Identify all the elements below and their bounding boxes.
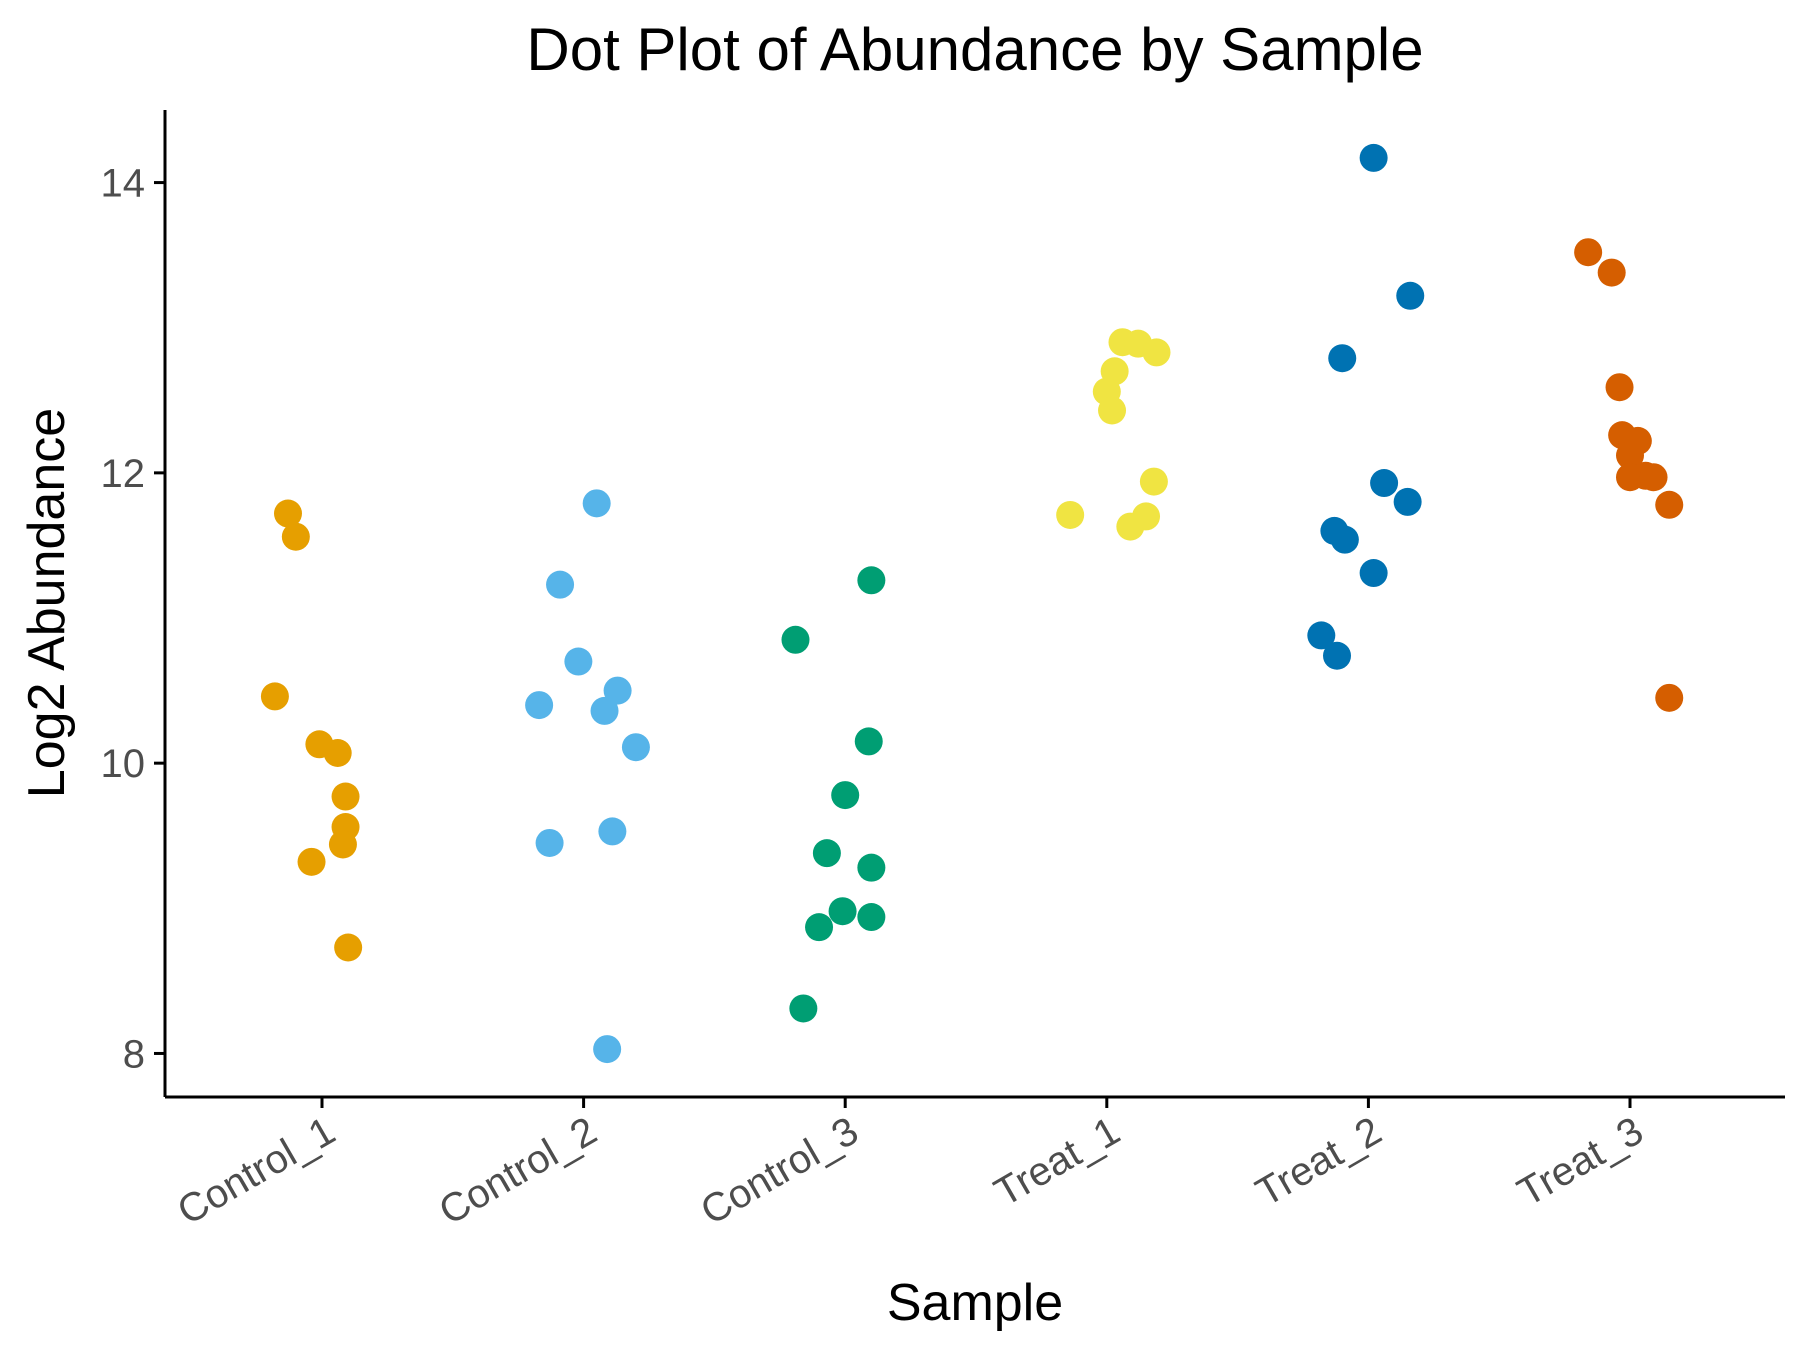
data-point-control-3: [854, 727, 883, 756]
x-tick-label: Control_3: [693, 1109, 865, 1234]
y-tick-label: 12: [101, 452, 146, 496]
data-point-treat-2: [1393, 487, 1422, 516]
data-point-treat-3: [1655, 683, 1684, 712]
data-point-control-3: [812, 839, 841, 868]
data-point-treat-1: [1056, 500, 1085, 529]
data-point-control-2: [603, 676, 632, 705]
data-point-treat-2: [1359, 143, 1388, 172]
data-point-control-3: [805, 913, 834, 942]
data-point-control-3: [857, 853, 886, 882]
data-point-control-3: [831, 781, 860, 810]
data-point-control-3: [828, 897, 857, 926]
data-point-control-1: [273, 499, 302, 528]
data-point-control-1: [281, 522, 310, 551]
y-tick-label: 10: [101, 742, 146, 786]
data-point-treat-2: [1330, 525, 1359, 554]
data-point-treat-1: [1142, 338, 1171, 367]
x-tick-label: Control_2: [432, 1109, 604, 1234]
x-axis-ticks: Control_1 Control_2 Control_3 Treat_1 Treat_…: [170, 1097, 1651, 1234]
chart-title: Dot Plot of Abundance by Sample: [526, 16, 1423, 83]
data-point-treat-2: [1370, 469, 1399, 498]
data-point-control-2: [564, 647, 593, 676]
data-point-treat-3: [1605, 373, 1634, 402]
x-axis-title: Sample: [887, 1274, 1063, 1332]
x-tick-label: Treat_3: [1510, 1109, 1650, 1215]
data-point-treat-3: [1597, 258, 1626, 287]
data-point-treat-1: [1116, 512, 1145, 541]
data-point-treat-3: [1616, 441, 1644, 470]
data-point-control-1: [323, 739, 352, 768]
data-point-treat-2: [1307, 621, 1336, 650]
y-tick-label: 14: [101, 162, 146, 206]
data-point-treat-2: [1323, 641, 1352, 670]
data-point-control-3: [781, 625, 810, 654]
data-point-control-2: [621, 733, 650, 762]
data-point-treat-3: [1616, 463, 1644, 492]
data-point-control-1: [297, 847, 326, 876]
data-point-control-1: [260, 682, 289, 711]
data-point-control-2: [593, 1035, 622, 1064]
data-points: [260, 143, 1684, 1064]
data-point-control-1: [334, 933, 363, 962]
data-point-treat-3: [1655, 490, 1684, 519]
plot-axes: [163, 110, 1785, 1099]
data-point-control-2: [535, 828, 564, 857]
data-point-treat-1: [1139, 467, 1168, 496]
data-point-treat-3: [1639, 463, 1668, 492]
data-point-treat-2: [1328, 344, 1357, 373]
data-point-control-2: [590, 696, 619, 725]
y-axis-ticks: 8 10 12 14: [101, 162, 165, 1076]
data-point-treat-1: [1098, 396, 1127, 425]
data-point-control-3: [789, 994, 818, 1023]
y-axis-title: Log2 Abundance: [18, 408, 76, 798]
x-tick-label: Treat_2: [1249, 1109, 1389, 1215]
data-point-treat-2: [1359, 559, 1388, 588]
data-point-treat-2: [1396, 281, 1425, 310]
data-point-control-2: [582, 489, 611, 518]
x-tick-label: Treat_1: [987, 1109, 1127, 1215]
data-point-control-2: [525, 691, 554, 720]
data-point-control-2: [546, 570, 575, 599]
y-tick-label: 8: [123, 1032, 145, 1076]
data-point-treat-3: [1574, 238, 1603, 267]
data-point-control-1: [331, 782, 360, 811]
data-point-control-2: [598, 817, 627, 846]
data-point-control-1: [328, 830, 357, 859]
data-point-control-3: [857, 566, 886, 595]
x-tick-label: Control_1: [170, 1109, 342, 1234]
data-point-control-3: [857, 903, 886, 932]
